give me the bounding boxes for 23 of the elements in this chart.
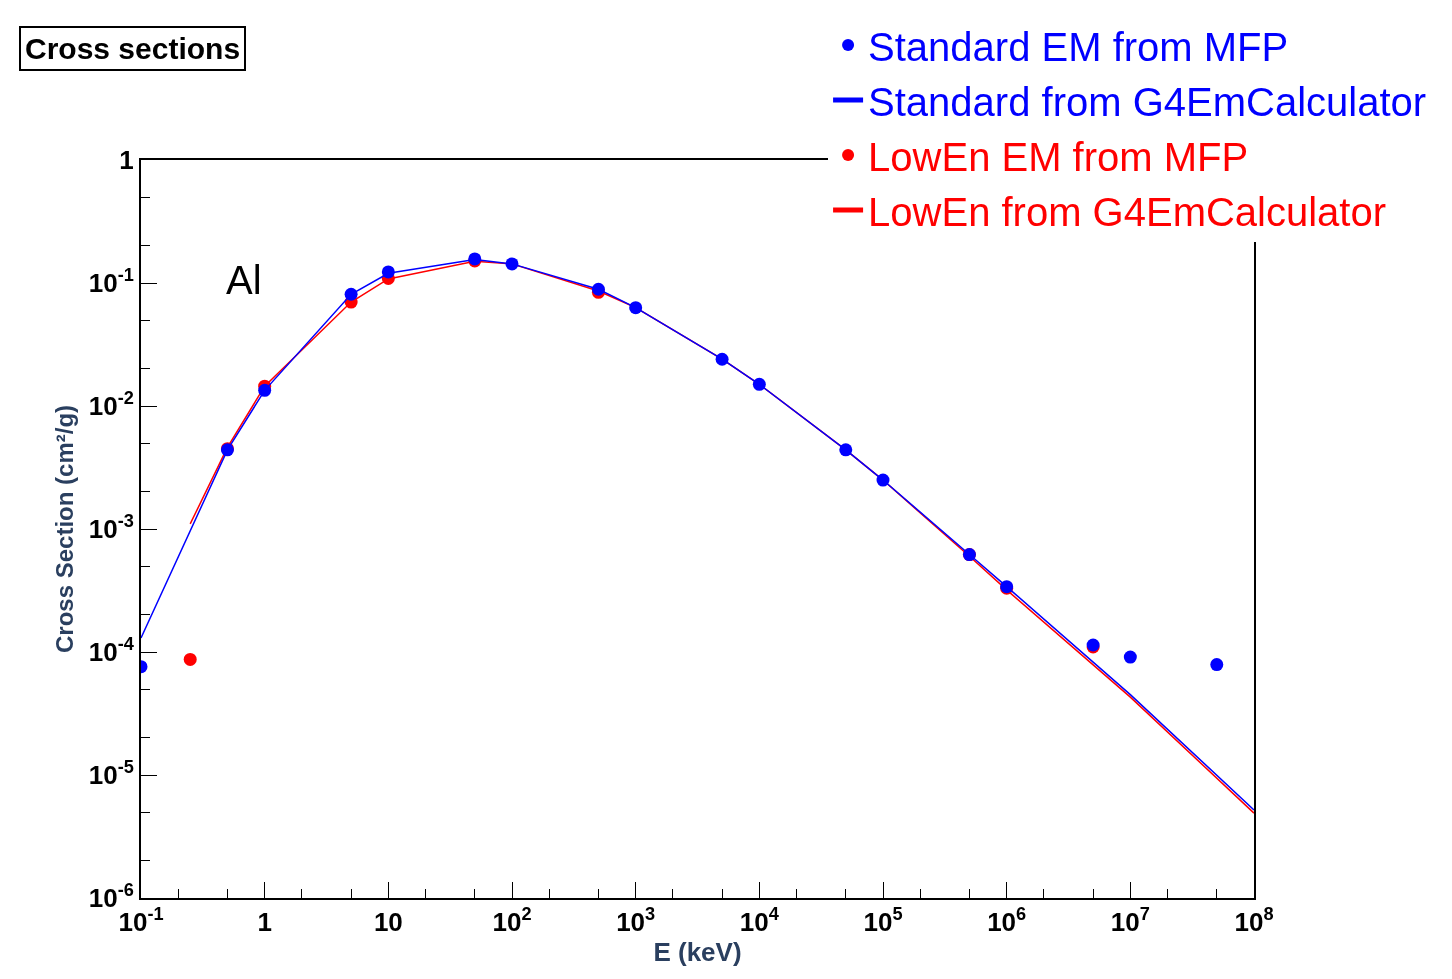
x-tick-label: 10$^{5}$ xyxy=(863,904,903,938)
y-tick-label: 10$^{-1}$ xyxy=(88,265,134,299)
x-axis-title: E (keV) xyxy=(653,937,742,968)
x-tick-label: 10$^{2}$ xyxy=(492,904,532,938)
x-tick-label: 10$^{7}$ xyxy=(1110,904,1150,938)
legend-label: LowEn from G4EmCalculator xyxy=(868,189,1387,234)
x-tick-label: 10 xyxy=(373,907,403,938)
legend-label: Standard from G4EmCalculator xyxy=(868,79,1427,124)
y-tick-label: 10$^{-3}$ xyxy=(88,511,134,545)
y-axis-title: Cross Section (cm²/g) xyxy=(51,404,79,654)
y-tick-label: 10$^{-2}$ xyxy=(88,388,134,422)
x-tick-label: 1 xyxy=(257,907,272,938)
y-tick-label: 10$^{-5}$ xyxy=(88,757,134,791)
annotation: Al xyxy=(226,258,262,302)
legend-label: LowEn EM from MFP xyxy=(868,134,1249,179)
legend-label: Standard EM from MFP xyxy=(868,24,1289,69)
y-tick-label: 1 xyxy=(119,145,134,176)
x-tick-label: 10$^{6}$ xyxy=(987,904,1027,938)
x-tick-label: 10$^{3}$ xyxy=(616,904,656,938)
x-tick-label: 10$^{8}$ xyxy=(1234,904,1274,938)
x-tick-label: 10$^{4}$ xyxy=(739,904,780,938)
y-tick-label: 10$^{-4}$ xyxy=(88,634,135,668)
chart-title: Cross sections xyxy=(25,32,241,65)
